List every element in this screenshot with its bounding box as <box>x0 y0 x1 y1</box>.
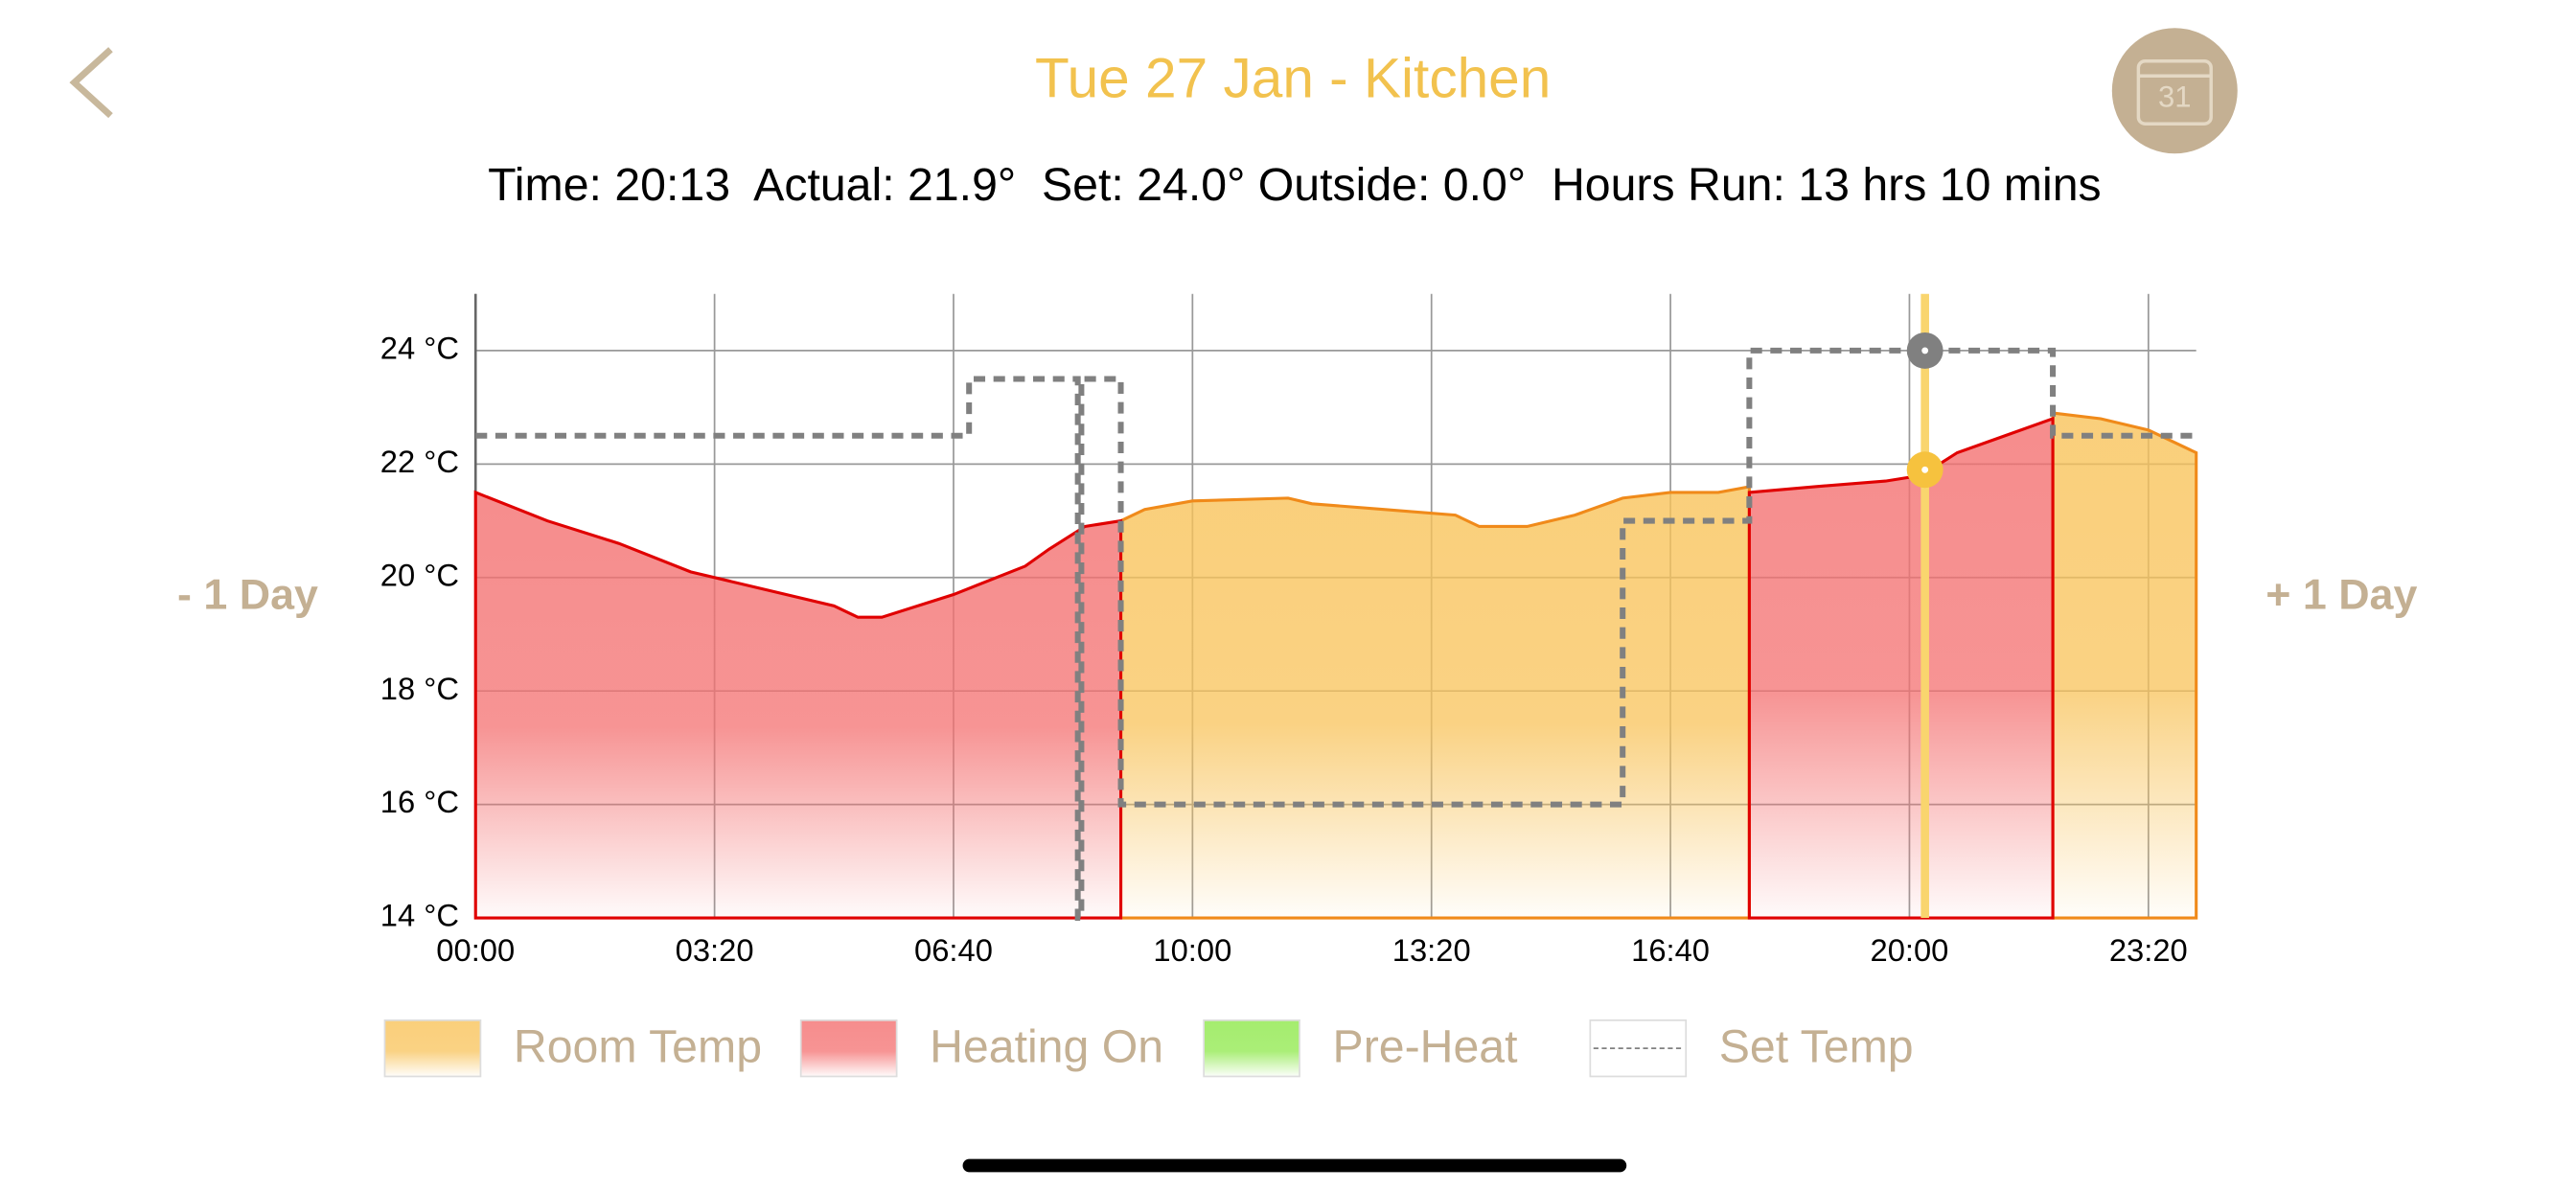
plot: 14 °C 16 °C 18 °C 20 °C 22 °C 24 °C 00:00 03:20… <box>380 293 2198 968</box>
cursor-set-dot <box>1921 347 1929 355</box>
legend-swatch <box>799 1019 898 1078</box>
legend: Room Temp Heating On Pre-Heat Set Temp <box>383 1019 1914 1078</box>
legend-label: Room Temp <box>514 1021 762 1073</box>
legend-label: Pre-Heat <box>1333 1021 1519 1073</box>
y-tick-label: 24 °C <box>380 331 459 366</box>
temp-area <box>1747 416 2055 920</box>
x-tick-label: 16:40 <box>1631 932 1710 968</box>
temp-area <box>473 490 1123 920</box>
y-tick-label: 22 °C <box>380 444 459 479</box>
y-tick-label: 16 °C <box>380 784 459 819</box>
legend-label: Heating On <box>930 1021 1163 1073</box>
legend-swatch <box>1203 1019 1300 1078</box>
calendar-button[interactable]: 31 <box>2111 28 2238 154</box>
legend-swatch <box>383 1019 482 1078</box>
set-temp-line <box>475 347 2196 922</box>
home-indicator <box>962 1158 1627 1173</box>
next-day[interactable]: + 1 Day <box>2266 571 2417 619</box>
calendar-icon <box>2136 59 2213 126</box>
y-tick-label: 14 °C <box>380 898 459 933</box>
y-tick-label: 20 °C <box>380 557 459 592</box>
x-tick-label: 13:20 <box>1392 932 1471 968</box>
x-tick-label: 06:40 <box>914 932 993 968</box>
x-tick-label: 03:20 <box>676 932 754 968</box>
back-button[interactable] <box>69 47 113 119</box>
y-tick-label: 18 °C <box>380 671 459 706</box>
x-tick-label: 23:20 <box>2109 932 2188 968</box>
temp-area <box>2051 411 2198 920</box>
temp-area <box>1118 485 1751 920</box>
x-tick-label: 00:00 <box>436 932 515 968</box>
cursor-actual-dot <box>1921 466 1929 473</box>
status-line: Time: 20:13 Actual: 21.9° Set: 24.0° Out… <box>488 159 2102 211</box>
x-tick-label: 10:00 <box>1153 932 1231 968</box>
calendar-day: 31 <box>2158 80 2191 114</box>
x-tick-label: 20:00 <box>1871 932 1949 968</box>
legend-label: Set Temp <box>1719 1021 1914 1073</box>
prev-day[interactable]: - 1 Day <box>177 571 318 619</box>
title: Tue 27 Jan - Kitchen <box>1035 48 1551 110</box>
